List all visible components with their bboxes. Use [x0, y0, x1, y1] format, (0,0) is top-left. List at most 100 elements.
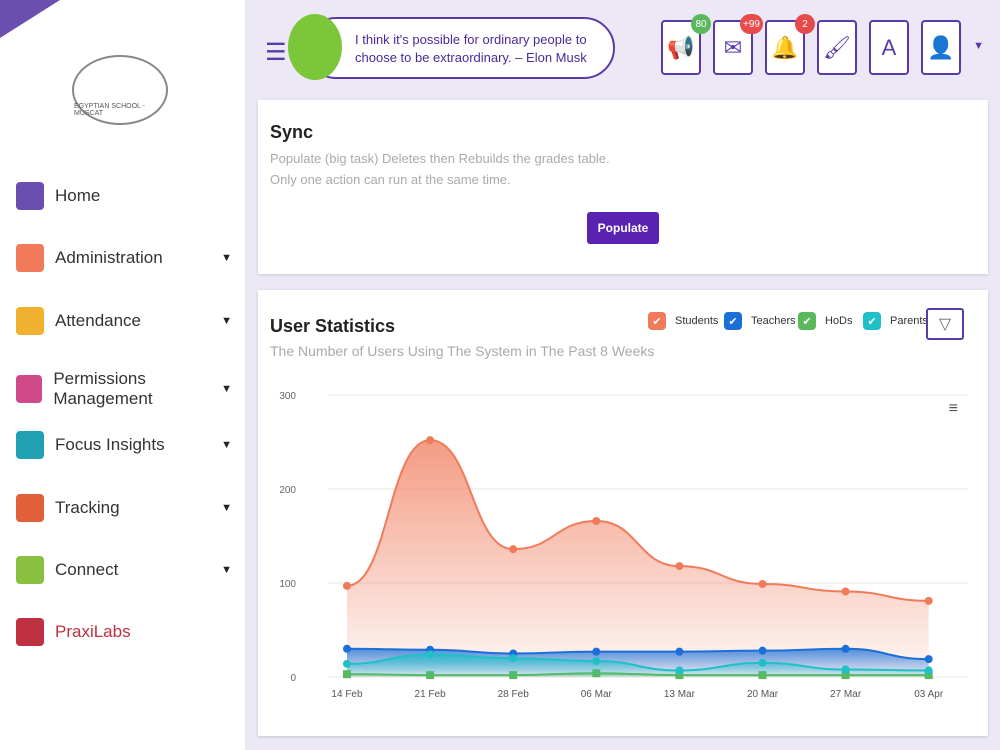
legend-label: Parents [890, 315, 928, 327]
sync-title: Sync [270, 122, 314, 142]
notification-badge: 2 [795, 14, 815, 34]
chart: 0 100 200 300 14 Feb 21 Feb 28 Feb 06 Mar 13 Mar… [279, 391, 968, 700]
sidebar-item-label: PraxiLabs [55, 622, 131, 642]
point-students[interactable] [343, 581, 351, 590]
stats-title: User Statistics [270, 316, 396, 336]
brush-button[interactable]: 🖌 [817, 20, 857, 75]
populate-button[interactable]: Populate [587, 212, 659, 244]
sidebar-item-administration[interactable]: Administration ▼ [16, 244, 238, 273]
checkbox-icon: ✔ [648, 312, 666, 330]
mail-icon: ✉ [723, 34, 743, 60]
tracking-icon [16, 493, 44, 522]
sidebar-item-home[interactable]: Home [16, 182, 238, 210]
point-parents[interactable] [426, 650, 435, 659]
legend-parents[interactable]: ✔ Parents [863, 312, 928, 330]
area-students [347, 440, 929, 677]
checkbox-icon: ✔ [863, 312, 881, 330]
caret-down-icon: ▼ [221, 439, 232, 452]
quote-text: I think it's possible for ordinary peopl… [355, 32, 587, 65]
point-parents[interactable] [509, 654, 518, 663]
sync-card: Sync Populate (big task) Deletes then Re… [258, 100, 988, 274]
sidebar-item-label: Administration [55, 248, 163, 268]
point-parents[interactable] [758, 658, 767, 667]
filter-button[interactable]: ▽ [926, 308, 964, 340]
corner-decoration [0, 0, 60, 38]
translate-button[interactable]: A [869, 20, 909, 75]
y-tick-label: 100 [279, 579, 296, 590]
sync-description: Populate (big task) Deletes then Rebuild… [270, 151, 610, 166]
menu-icon[interactable]: ☰ [265, 39, 287, 66]
point-teachers[interactable] [675, 647, 684, 656]
point-teachers[interactable] [841, 644, 850, 653]
bell-button[interactable]: 🔔 2 [765, 14, 815, 75]
notification-badge: 80 [691, 14, 711, 34]
sync-note: Only one action can run at the same time… [270, 172, 511, 187]
point-students[interactable] [758, 579, 767, 588]
point-students[interactable] [426, 436, 435, 445]
logo-text: EGYPTIAN SCHOOL - MUSCAT [74, 103, 145, 117]
sidebar-item-label: Permissions Management [53, 368, 153, 408]
x-tick-label: 14 Feb [331, 689, 363, 700]
user-avatar-icon: 👤 [927, 34, 955, 60]
caret-down-icon: ▼ [221, 252, 232, 265]
sidebar-item-permissions-management[interactable]: Permissions Management ▼ [16, 369, 238, 409]
legend-teachers[interactable]: ✔ Teachers [724, 312, 796, 330]
chart-menu-icon[interactable]: ≡ [948, 400, 958, 417]
translate-icon: A [881, 34, 897, 60]
mail-button[interactable]: ✉ +99 [713, 14, 763, 75]
point-students[interactable] [592, 516, 601, 525]
megaphone-button[interactable]: 📢 80 [661, 14, 711, 75]
sidebar-item-label: Attendance [55, 310, 142, 330]
x-tick-label: 21 Feb [415, 689, 447, 700]
notification-badge: +99 [740, 14, 763, 34]
point-teachers[interactable] [592, 647, 601, 656]
sidebar-item-label: Focus Insights [55, 435, 165, 455]
point-parents[interactable] [343, 659, 351, 668]
point-parents[interactable] [675, 666, 684, 675]
mascot-icon [288, 14, 342, 80]
line-students [346, 439, 929, 602]
y-tick-label: 200 [279, 485, 296, 496]
sidebar-item-praxilabs[interactable]: PraxiLabs [16, 618, 238, 647]
legend-label: Teachers [751, 315, 796, 327]
point-teachers[interactable] [924, 655, 933, 664]
x-tick-label: 28 Feb [498, 689, 530, 700]
point-students[interactable] [675, 562, 684, 571]
sidebar-item-connect[interactable]: Connect ▼ [16, 555, 238, 584]
point-students[interactable] [841, 587, 850, 596]
sidebar-item-tracking[interactable]: Tracking ▼ [16, 493, 238, 522]
user-dropdown-caret-icon[interactable]: ▼ [973, 40, 984, 52]
top-bar: ☰ I think it's possible for ordinary peo… [245, 0, 1000, 95]
point-parents[interactable] [924, 666, 933, 675]
sidebar-item-label: Connect [55, 559, 119, 579]
brush-icon: 🖌 [823, 34, 851, 60]
y-tick-label: 0 [290, 673, 296, 684]
filter-icon: ▽ [938, 316, 952, 333]
administration-icon [16, 244, 44, 273]
legend-hods[interactable]: ✔ HoDs [798, 312, 853, 330]
megaphone-icon: 📢 [667, 34, 695, 60]
point-students[interactable] [509, 545, 518, 554]
line-parents [346, 653, 929, 672]
checkbox-icon: ✔ [798, 312, 816, 330]
line-teachers [346, 647, 929, 661]
sidebar-item-focus-insights[interactable]: Focus Insights ▼ [16, 431, 238, 460]
quote-bubble: I think it's possible for ordinary peopl… [305, 17, 615, 79]
caret-down-icon: ▼ [221, 501, 232, 514]
point-parents[interactable] [841, 665, 850, 674]
caret-down-icon: ▼ [221, 314, 232, 327]
sidebar-item-attendance[interactable]: Attendance ▼ [16, 306, 238, 335]
point-teachers[interactable] [758, 646, 767, 655]
attendance-icon [16, 306, 44, 335]
bell-icon: 🔔 [771, 34, 799, 60]
legend-label: HoDs [825, 315, 853, 327]
legend-students[interactable]: ✔ Students [648, 312, 718, 330]
point-teachers[interactable] [343, 644, 351, 653]
point-students[interactable] [924, 596, 933, 605]
x-tick-label: 06 Mar [581, 689, 613, 700]
permissions-management-icon [16, 374, 43, 403]
point-parents[interactable] [592, 657, 601, 666]
home-icon [16, 182, 44, 210]
sidebar-item-label: Tracking [55, 497, 120, 517]
user-avatar-button[interactable]: 👤 [921, 20, 961, 75]
